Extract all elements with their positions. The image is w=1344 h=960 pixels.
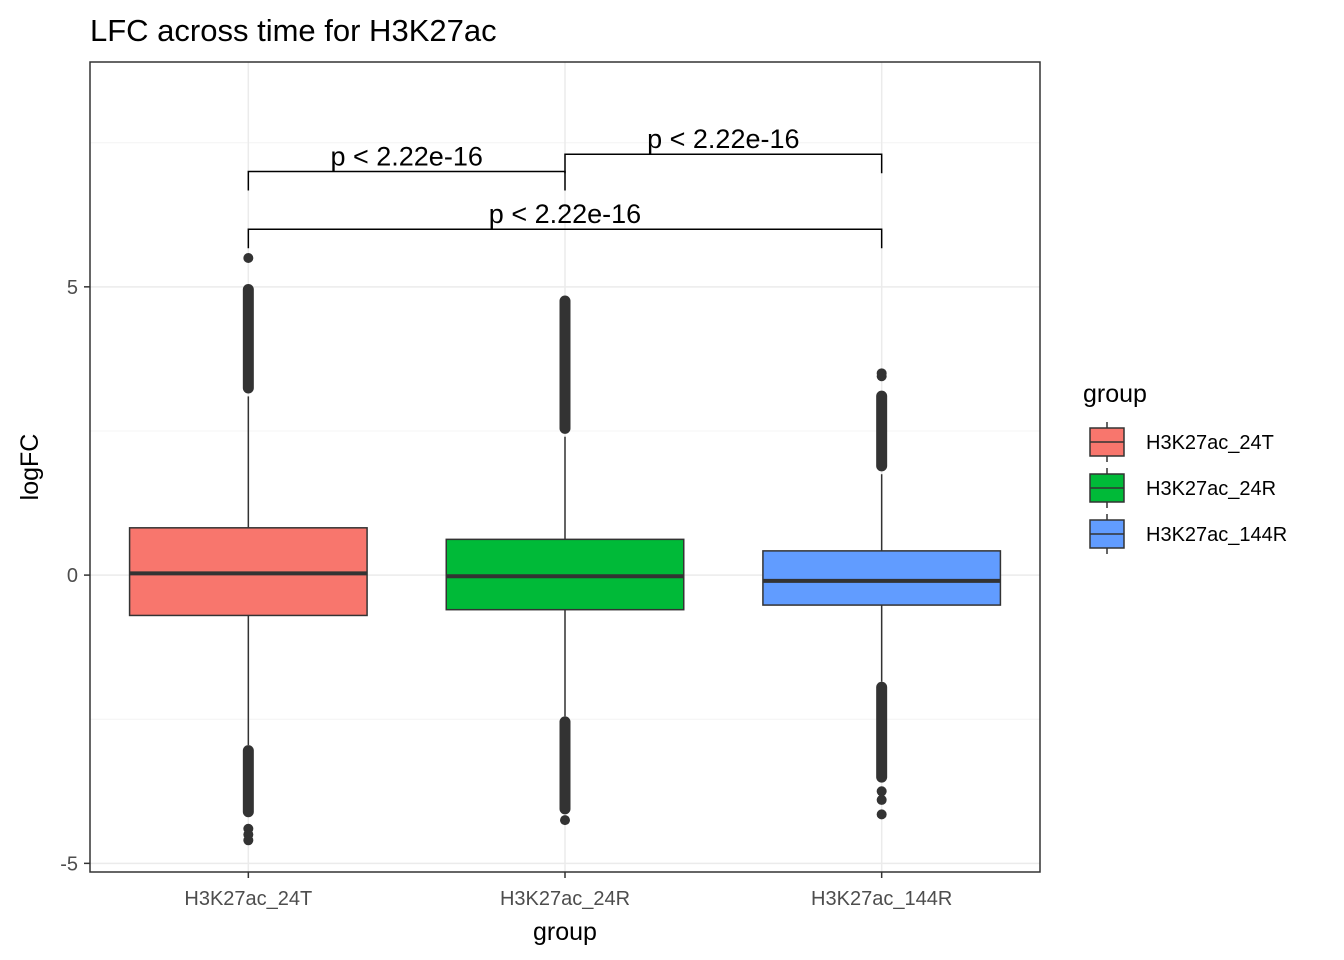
outlier-point — [876, 794, 887, 805]
outliers-low-run — [876, 681, 888, 783]
p-value-label: p < 2.22e-16 — [647, 124, 799, 154]
outliers-high-run — [876, 390, 888, 472]
p-value-label: p < 2.22e-16 — [330, 142, 482, 172]
box-body — [762, 550, 1002, 606]
sig-bracket: p < 2.22e-16 — [564, 124, 883, 174]
p-value-label: p < 2.22e-16 — [489, 199, 641, 229]
outliers-low-run — [242, 745, 254, 818]
outlier-point — [876, 368, 887, 379]
outliers-high-run — [242, 283, 254, 394]
bracket-line — [247, 228, 883, 249]
chart-title: LFC across time for H3K27ac — [90, 13, 497, 48]
bracket-line — [564, 153, 883, 174]
y-tick-label: 5 — [67, 277, 78, 299]
legend-label: H3K27ac_144R — [1146, 524, 1287, 546]
legend-item: H3K27ac_24R — [1089, 468, 1276, 508]
x-axis-title: group — [533, 918, 597, 946]
legend-label: H3K27ac_24R — [1146, 478, 1276, 500]
outlier-point — [243, 253, 254, 264]
outlier-point — [876, 809, 887, 820]
x-tick-label: H3K27ac_144R — [811, 888, 952, 910]
box-H3K27ac_144R — [762, 368, 1002, 820]
legend-title: group — [1083, 380, 1147, 408]
boxes — [128, 253, 1002, 846]
axis-ticks: -5 0 5 H3K27ac_24T H3K27ac_24R H3K27ac_144R — [60, 277, 952, 910]
x-tick-label: H3K27ac_24T — [184, 888, 312, 910]
outlier-point — [560, 815, 570, 826]
box-H3K27ac_24T — [128, 253, 368, 846]
outlier-point — [243, 835, 254, 846]
outliers-low-run — [559, 716, 571, 815]
outliers-high-run — [559, 295, 571, 434]
legend-item: H3K27ac_24T — [1089, 422, 1274, 462]
sig-bracket: p < 2.22e-16 — [247, 199, 883, 249]
y-tick-label: 0 — [67, 565, 78, 587]
significance-brackets: p < 2.22e-16p < 2.22e-16p < 2.22e-16 — [247, 124, 883, 249]
sig-bracket: p < 2.22e-16 — [247, 142, 566, 191]
legend-item: H3K27ac_144R — [1089, 514, 1287, 554]
legend-label: H3K27ac_24T — [1146, 432, 1274, 454]
y-tick-label: -5 — [60, 853, 78, 875]
x-tick-label: H3K27ac_24R — [500, 888, 630, 910]
y-axis-title: logFC — [16, 434, 44, 501]
legend: group H3K27ac_24T H3K27ac_24R H3K27ac_144R — [1083, 380, 1287, 554]
outlier-point — [876, 786, 887, 797]
box-H3K27ac_24R — [445, 295, 685, 826]
bracket-line — [247, 170, 566, 191]
